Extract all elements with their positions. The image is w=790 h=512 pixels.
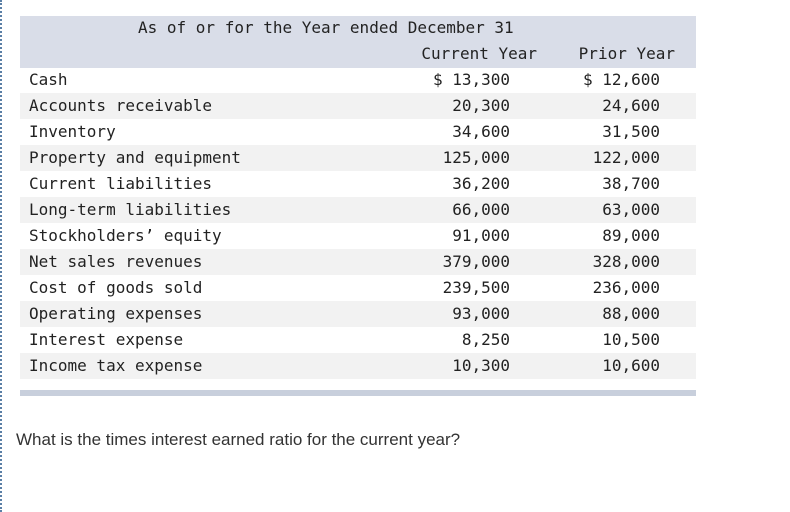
cell: 236,000 [592,278,660,297]
row-label: Cash [29,70,68,89]
table-row [20,145,696,171]
cell: 88,000 [602,304,660,323]
cell: 89,000 [602,226,660,245]
table-row [20,197,696,223]
table-row [20,353,696,379]
column-header: Current Year [421,44,537,63]
table-caption: As of or for the Year ended December 31 [138,18,514,37]
row-label: Property and equipment [29,148,241,167]
cell: 93,000 [452,304,510,323]
row-label: Operating expenses [29,304,203,323]
cell: 8,250 [461,330,510,349]
cell: 20,300 [452,96,510,115]
cell: $ 13,300 [432,70,510,89]
cell: $ 12,600 [582,70,660,89]
cell: 10,300 [452,356,510,375]
cell: 36,200 [452,174,510,193]
cell: 125,000 [442,148,510,167]
cell: 328,000 [592,252,660,271]
row-label: Long-term liabilities [29,200,232,219]
cell: 10,600 [602,356,660,375]
cell: 38,700 [602,174,660,193]
cell: 10,500 [602,330,660,349]
table-row [20,93,696,119]
table-header [20,16,696,68]
cell: 63,000 [602,200,660,219]
row-label: Inventory [29,122,116,141]
cell: 379,000 [442,252,510,271]
cell: 122,000 [592,148,660,167]
row-label: Cost of goods sold [29,278,203,297]
column-header: Prior Year [578,44,675,63]
row-label: Interest expense [29,330,184,349]
cell: 91,000 [452,226,510,245]
row-label: Stockholders’ equity [29,226,222,245]
table-row [20,301,696,327]
table-footer [20,390,696,396]
cell: 239,500 [442,278,510,297]
row-label: Income tax expense [29,356,203,375]
cell: 24,600 [602,96,660,115]
cell: 34,600 [452,122,510,141]
row-label: Current liabilities [29,174,213,193]
table-row [20,249,696,275]
row-label: Accounts receivable [29,96,213,115]
question: What is the times interest earned ratio … [16,430,461,449]
cell: 66,000 [452,200,510,219]
table-row [20,119,696,145]
row-label: Net sales revenues [29,252,203,271]
cell: 31,500 [602,122,660,141]
